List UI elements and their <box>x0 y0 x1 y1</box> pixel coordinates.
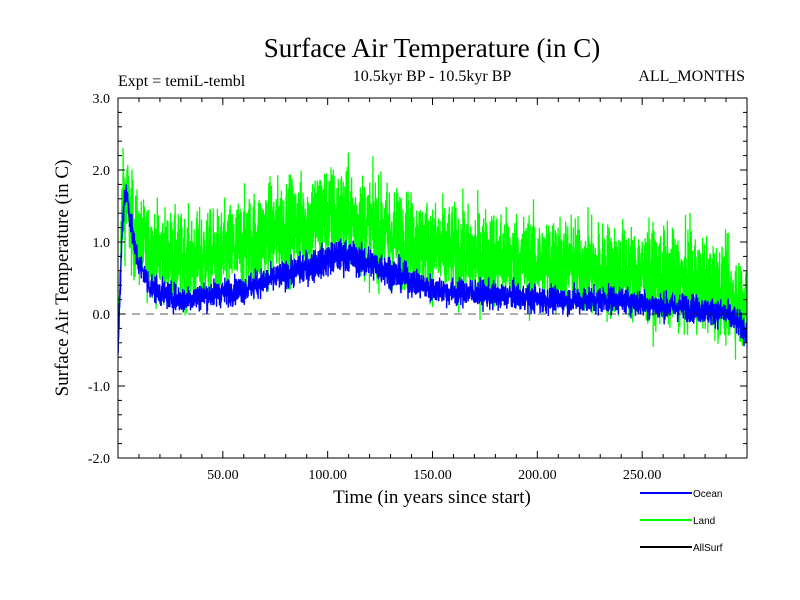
x-tick-label: 50.00 <box>207 468 239 483</box>
legend-label-land: Land <box>693 516 715 527</box>
period-label: 10.5kyr BP - 10.5kyr BP <box>353 68 512 85</box>
y-tick-label: -1.0 <box>88 380 110 395</box>
x-tick-label: 250.00 <box>623 468 662 483</box>
x-tick-label: 100.00 <box>308 468 347 483</box>
ocean-series-line <box>118 184 747 354</box>
y-tick-label: 1.0 <box>93 236 111 251</box>
months-label: ALL_MONTHS <box>638 68 745 85</box>
y-tick-label: 3.0 <box>93 92 111 107</box>
series-ocean <box>118 184 747 354</box>
series-land <box>118 147 747 360</box>
legend-label-allsurf: AllSurf <box>693 543 723 554</box>
x-tick-label: 150.00 <box>413 468 452 483</box>
y-tick-label: 2.0 <box>93 164 111 179</box>
legend-label-ocean: Ocean <box>693 489 722 500</box>
x-tick-label: 200.00 <box>518 468 557 483</box>
y-tick-label: -2.0 <box>88 452 110 467</box>
legend: Ocean Land AllSurf <box>640 489 723 554</box>
y-axis-label: Surface Air Temperature (in C) <box>52 160 73 397</box>
experiment-label: Expt = temiL-tembl <box>118 73 246 90</box>
land-series-line <box>118 147 747 360</box>
x-axis-label: Time (in years since start) <box>333 487 531 508</box>
chart-title: Surface Air Temperature (in C) <box>264 33 601 63</box>
y-tick-label: 0.0 <box>93 308 111 323</box>
